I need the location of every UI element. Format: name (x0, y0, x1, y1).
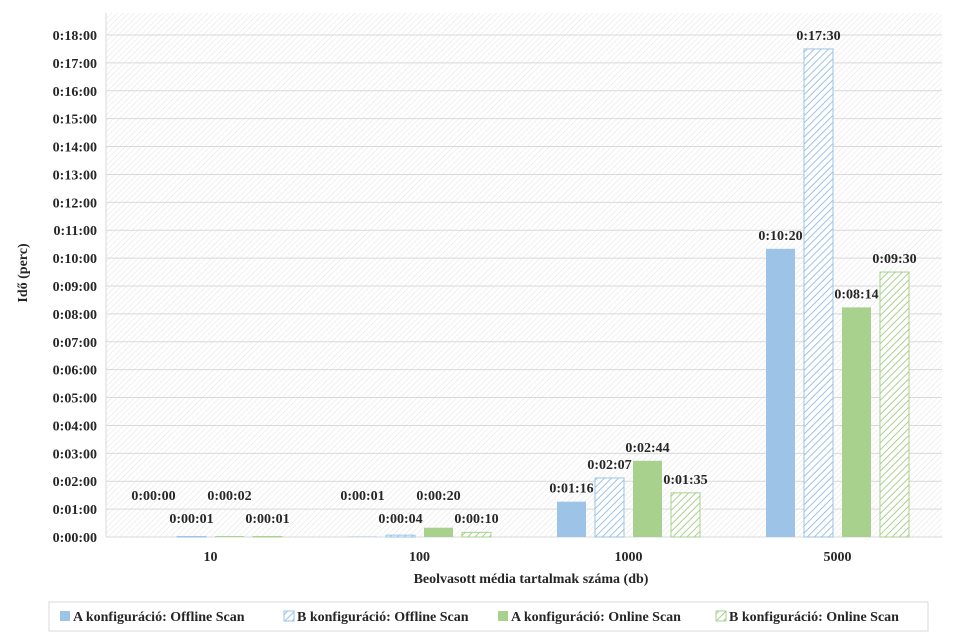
x-tick-label: 100 (409, 550, 430, 565)
x-tick-label: 5000 (824, 550, 852, 565)
bar (424, 528, 453, 537)
y-tick-label: 0:00:00 (53, 531, 97, 546)
x-axis-title: Beolvasott média tartalmak száma (db) (414, 572, 649, 587)
legend-swatch (716, 611, 726, 621)
data-label: 0:02:07 (587, 458, 631, 473)
legend-swatch (284, 611, 294, 621)
y-tick-label: 0:08:00 (53, 308, 97, 323)
legend-label: B konfiguráció: Online Scan (729, 610, 899, 625)
data-label: 0:00:10 (454, 512, 498, 527)
legend-swatch (60, 611, 70, 621)
legend-label: B konfiguráció: Offline Scan (297, 610, 469, 625)
bar (386, 535, 415, 537)
y-tick-label: 0:01:00 (53, 503, 97, 518)
x-tick-label: 10 (204, 550, 218, 565)
y-tick-label: 0:05:00 (53, 392, 97, 407)
x-tick-label: 1000 (615, 550, 643, 565)
data-label: 0:00:01 (340, 489, 384, 504)
x-axis-ticks: 10 100 1000 5000 (204, 550, 852, 565)
bar (215, 536, 244, 537)
data-label: 0:00:01 (169, 512, 213, 527)
data-label: 0:00:20 (416, 489, 460, 504)
data-label: 0:17:30 (796, 29, 840, 44)
y-tick-label: 0:09:00 (53, 280, 97, 295)
y-tick-label: 0:13:00 (53, 168, 97, 183)
data-label: 0:00:02 (207, 489, 251, 504)
y-tick-label: 0:06:00 (53, 364, 97, 379)
bar (804, 49, 833, 537)
y-tick-label: 0:10:00 (53, 252, 97, 267)
bar (633, 461, 662, 537)
data-label: 0:08:14 (834, 287, 878, 302)
data-label: 0:00:00 (131, 489, 175, 504)
y-tick-label: 0:11:00 (53, 224, 97, 239)
y-tick-label: 0:14:00 (53, 141, 97, 156)
bar (557, 502, 586, 537)
data-label: 0:00:01 (245, 512, 289, 527)
y-tick-label: 0:02:00 (53, 475, 97, 490)
legend-label: A konfiguráció: Offline Scan (73, 610, 245, 625)
y-axis-title: Idő (perc) (16, 243, 31, 303)
bar (880, 272, 909, 537)
bar (842, 307, 871, 537)
y-tick-label: 0:04:00 (53, 419, 97, 434)
y-tick-label: 0:03:00 (53, 447, 97, 462)
data-label: 0:02:44 (625, 441, 669, 456)
y-tick-label: 0:07:00 (53, 336, 97, 351)
bar (766, 249, 795, 537)
data-label: 0:09:30 (872, 252, 916, 267)
legend-swatch (498, 611, 508, 621)
legend-label: A konfiguráció: Online Scan (511, 610, 681, 625)
bar (671, 493, 700, 537)
bar (462, 532, 491, 537)
data-label: 0:01:16 (549, 482, 593, 497)
y-tick-label: 0:17:00 (53, 57, 97, 72)
y-axis-ticks: 0:00:00 0:01:00 0:02:00 0:03:00 0:04:00 0:05:… (53, 29, 97, 546)
y-tick-label: 0:15:00 (53, 113, 97, 128)
y-tick-label: 0:16:00 (53, 85, 97, 100)
y-tick-label: 0:12:00 (53, 196, 97, 211)
data-label: 0:10:20 (758, 229, 802, 244)
data-label: 0:00:04 (378, 512, 422, 527)
data-label: 0:01:35 (663, 473, 707, 488)
y-tick-label: 0:18:00 (53, 29, 97, 44)
bar (595, 478, 624, 537)
